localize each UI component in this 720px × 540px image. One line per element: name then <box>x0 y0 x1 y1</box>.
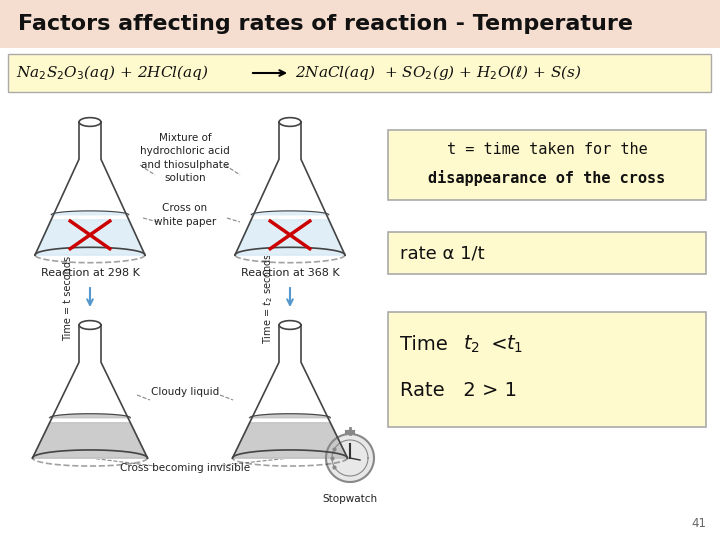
Text: rate α 1/t: rate α 1/t <box>400 244 485 262</box>
Polygon shape <box>35 220 145 255</box>
Polygon shape <box>50 414 130 418</box>
Text: Time: Time <box>400 334 460 354</box>
Polygon shape <box>235 220 345 255</box>
Polygon shape <box>250 414 330 418</box>
Polygon shape <box>233 423 348 458</box>
Text: Rate   2 > 1: Rate 2 > 1 <box>400 381 517 400</box>
Bar <box>388 130 706 200</box>
Text: Factors affecting rates of reaction - Temperature: Factors affecting rates of reaction - Te… <box>18 14 633 34</box>
Bar <box>8 54 711 92</box>
Polygon shape <box>35 122 145 255</box>
Text: Reaction at 298 K: Reaction at 298 K <box>40 268 140 278</box>
Text: Stopwatch: Stopwatch <box>323 494 377 504</box>
Polygon shape <box>51 211 129 215</box>
Polygon shape <box>32 325 148 458</box>
Text: Mixture of
hydrochloric acid
and thiosulphate
solution: Mixture of hydrochloric acid and thiosul… <box>140 133 230 183</box>
Text: Cloudy liquid: Cloudy liquid <box>151 387 219 397</box>
Text: Time = t seconds: Time = t seconds <box>63 255 73 341</box>
Polygon shape <box>326 434 374 482</box>
Bar <box>0 0 720 48</box>
Text: 2NaCl(aq)  + SO$_2$(g) + H$_2$O($\ell$) + S(s): 2NaCl(aq) + SO$_2$(g) + H$_2$O($\ell$) +… <box>295 64 582 83</box>
Text: Na$_2$S$_2$O$_3$(aq) + 2HCl(aq): Na$_2$S$_2$O$_3$(aq) + 2HCl(aq) <box>16 64 209 83</box>
Bar <box>388 232 706 274</box>
Text: $t_1$: $t_1$ <box>506 333 523 355</box>
Text: Cross on
white paper: Cross on white paper <box>154 204 216 227</box>
Polygon shape <box>235 122 345 255</box>
Polygon shape <box>251 211 329 215</box>
Text: t = time taken for the: t = time taken for the <box>446 143 647 158</box>
Text: $t_2$: $t_2$ <box>463 333 480 355</box>
Text: <: < <box>485 334 514 354</box>
Text: Cross becoming invisible: Cross becoming invisible <box>120 463 250 473</box>
Polygon shape <box>32 423 148 458</box>
Text: Reaction at 368 K: Reaction at 368 K <box>240 268 339 278</box>
Text: 41: 41 <box>691 517 706 530</box>
Text: disappearance of the cross: disappearance of the cross <box>428 170 665 186</box>
Text: Time = $t_2$ seconds: Time = $t_2$ seconds <box>261 252 275 344</box>
Polygon shape <box>233 325 348 458</box>
Bar <box>388 312 706 427</box>
